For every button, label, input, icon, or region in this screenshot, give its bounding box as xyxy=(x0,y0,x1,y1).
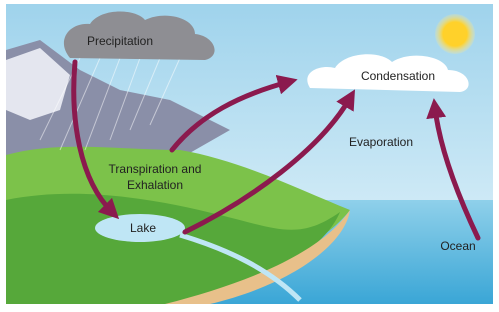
transpiration-label: Exhalation xyxy=(127,178,183,192)
precipitation-label: Precipitation xyxy=(87,34,153,48)
sun xyxy=(435,14,475,54)
page: Precipitation Condensation Evaporation T… xyxy=(0,0,499,312)
water-cycle-diagram: Precipitation Condensation Evaporation T… xyxy=(0,0,499,312)
lake-label: Lake xyxy=(130,221,156,235)
evaporation-label: Evaporation xyxy=(349,135,413,149)
ocean-label: Ocean xyxy=(440,239,475,253)
condensation-label: Condensation xyxy=(361,69,435,83)
transpiration-label: Transpiration and xyxy=(109,162,202,176)
